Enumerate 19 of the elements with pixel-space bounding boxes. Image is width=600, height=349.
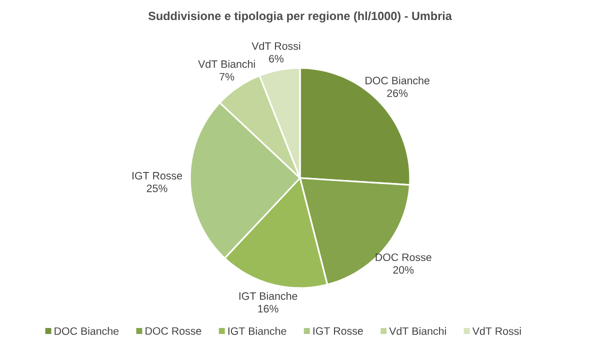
slice-label: IGT Bianche [239, 292, 298, 300]
legend-label: IGT Bianche [228, 327, 286, 335]
data-label: 7% [220, 73, 234, 80]
data-label: 6% [269, 54, 284, 62]
legend-label: VdT Bianchi [389, 327, 446, 335]
legend-label: IGT Rosse [313, 327, 363, 335]
data-label: 26% [387, 89, 408, 97]
slice-label: VdT Bianchi [198, 60, 255, 68]
data-label: 16% [258, 304, 278, 312]
data-label: 20% [393, 266, 414, 274]
data-label: 25% [146, 184, 168, 192]
legend-label: VdT Rossi [472, 327, 521, 335]
slice-label: DOC Rosse [376, 253, 432, 262]
chart-title: Suddivisione e tipologia per regione (hl/1000) - Umbria [148, 11, 452, 22]
slice-label: VdT Rossi [252, 42, 300, 50]
slice-label: DOC Bianche [366, 76, 430, 84]
legend-label: DOC Bianche [54, 327, 119, 335]
legend-label: DOC Rosse [146, 327, 202, 335]
slice-label: IGT Rosse [132, 172, 182, 180]
